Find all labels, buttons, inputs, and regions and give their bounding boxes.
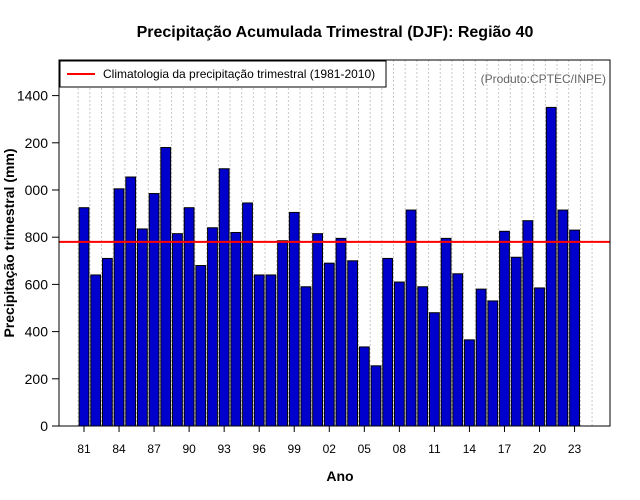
bar-2015 [475,288,487,427]
y-tick-label: 400 [25,324,49,340]
bar-2006 [370,365,382,427]
bar-2001 [312,233,324,427]
bar-2019 [522,220,534,427]
bar-2008 [393,281,405,427]
bar-1986 [137,228,148,427]
bar-1983 [101,257,113,427]
y-tick-label: 000 [25,182,49,198]
bar-2012 [440,237,452,427]
x-tick-label: 02 [323,442,337,456]
bar-1997 [265,274,277,427]
bar-1985 [125,176,137,427]
bar-1990 [183,207,195,427]
bar-1999 [288,211,300,427]
x-tick-label: 23 [568,442,582,456]
y-tick-label: 200 [25,135,49,151]
bar-2005 [358,346,370,427]
bar-2018 [510,256,522,427]
bar-2014 [464,339,475,427]
bar-2021 [545,106,557,427]
chart-title: Precipitação Acumulada Trimestral (DJF):… [137,24,534,41]
x-tick-label: 93 [217,442,231,456]
x-tick-label: 99 [288,442,302,456]
x-axis: 81 84 87 90 93 96 99 02 05 08 11 14 17 20 23 [77,425,582,456]
x-tick-label: 20 [533,442,547,456]
y-tick-label: 1400 [17,88,48,104]
bar-1993 [218,168,230,427]
y-tick-label: 200 [25,371,49,387]
x-tick-label: 84 [112,442,126,456]
x-tick-label: 05 [358,442,372,456]
bar-2016 [487,300,499,427]
bar-1982 [90,274,102,427]
bar-1987 [148,193,160,427]
x-tick-label: 11 [428,442,441,456]
x-tick-label: 14 [463,442,477,456]
x-tick-label: 17 [498,442,512,456]
bar-2013 [452,273,464,427]
bar-2023 [569,229,580,427]
bar-1995 [242,202,253,427]
y-tick-label: 600 [25,276,49,292]
x-tick-label: 87 [147,442,161,456]
bar-1984 [113,188,125,427]
bar-1994 [230,231,242,427]
bar-2007 [382,257,394,427]
source-label: (Produto:CPTEC/INPE) [481,72,606,86]
legend-label: Climatologia da precipitação trimestral … [103,67,375,81]
bars [78,106,580,427]
bar-2000 [300,286,312,427]
legend: Climatologia da precipitação trimestral … [59,60,387,88]
bar-1981 [78,207,90,427]
bar-2020 [534,287,545,427]
y-axis: 0 200 400 600 800 000 200 1400 [17,88,59,434]
bar-1996 [253,274,265,427]
bar-1998 [277,240,288,427]
y-tick-label: 0 [40,418,48,434]
y-axis-label: Precipitação trimestral (mm) [1,148,17,337]
x-tick-label: 81 [77,442,91,456]
bar-2003 [335,237,347,427]
x-axis-label: Ano [326,468,353,484]
bar-2017 [499,230,510,427]
legend-box [59,60,387,88]
x-tick-label: 96 [253,442,267,456]
bar-2010 [417,286,429,427]
bar-1991 [195,265,207,427]
bar-1992 [207,227,218,427]
x-tick-label: 90 [182,442,196,456]
y-tick-label: 800 [25,229,49,245]
grid-lines [77,60,593,426]
bar-1989 [172,233,183,427]
x-tick-label: 08 [393,442,407,456]
bar-2011 [429,312,440,427]
bar-1988 [160,147,172,427]
bar-2004 [347,260,359,427]
bar-2002 [323,262,335,427]
